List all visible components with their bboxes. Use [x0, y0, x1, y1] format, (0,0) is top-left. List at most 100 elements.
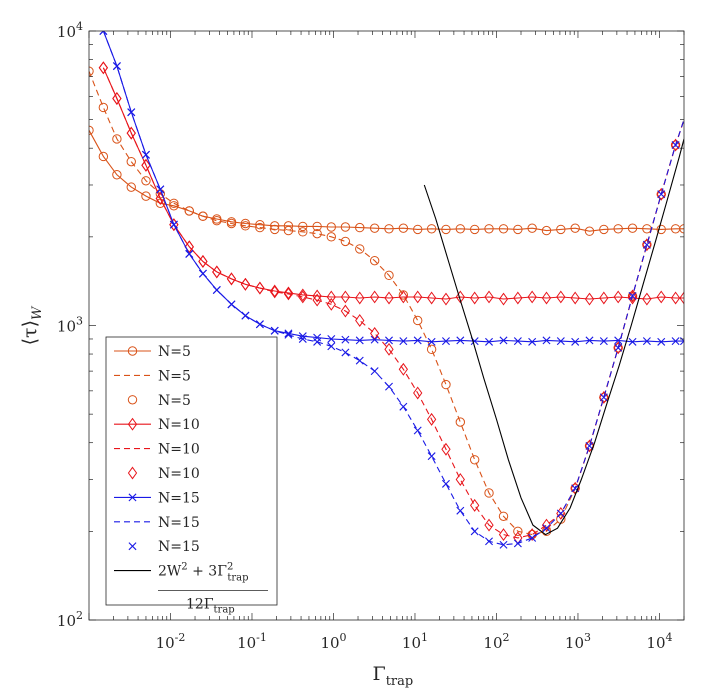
- data-point: [498, 528, 509, 542]
- data-point: [498, 224, 509, 234]
- data-point: [613, 224, 623, 234]
- x-axis-label: Γtrap: [373, 663, 414, 689]
- data-point: [426, 224, 437, 234]
- x-tick-label: 100: [320, 631, 346, 652]
- data-point: [270, 326, 279, 335]
- data-point: [599, 337, 608, 346]
- data-point: [456, 336, 465, 345]
- data-point: [284, 330, 293, 339]
- series-line: [89, 130, 684, 232]
- data-point: [528, 533, 537, 542]
- data-point: [370, 335, 379, 344]
- data-point: [283, 225, 294, 236]
- series-9-n15: [99, 31, 680, 549]
- formula-num-a: 2W: [158, 564, 182, 580]
- series-2-n5: [89, 71, 684, 536]
- data-point: [528, 337, 537, 346]
- x-tick-label: 10-2: [156, 631, 186, 652]
- data-point: [227, 300, 236, 309]
- tick-base: 10: [483, 634, 502, 652]
- data-point: [627, 291, 638, 305]
- data-point: [570, 223, 580, 233]
- legend-label: N=10: [158, 466, 200, 482]
- legend-item: N=15: [128, 539, 200, 555]
- data-point: [384, 342, 394, 356]
- legend-formula-denominator: 12Γtrap: [186, 597, 235, 616]
- data-point: [584, 226, 595, 236]
- data-point: [198, 211, 208, 221]
- legend-swatch-marker: [127, 417, 138, 431]
- data-point: [599, 291, 609, 305]
- data-point: [298, 290, 308, 304]
- data-point: [255, 219, 265, 230]
- tick-exponent: 4: [76, 20, 83, 33]
- data-point: [527, 528, 537, 542]
- data-point: [556, 509, 565, 518]
- data-point: [584, 292, 595, 306]
- data-point: [628, 337, 637, 346]
- data-point: [212, 265, 222, 279]
- tick-base: 10: [57, 23, 76, 41]
- data-point: [484, 290, 494, 304]
- data-point: [355, 314, 365, 327]
- data-point: [413, 224, 423, 235]
- data-point: [141, 150, 150, 159]
- data-point: [355, 336, 364, 345]
- data-point: [355, 356, 364, 365]
- data-point: [470, 498, 480, 512]
- data-point: [441, 337, 450, 346]
- data-point: [255, 281, 265, 295]
- data-point: [355, 244, 365, 254]
- x-tick-label: 103: [565, 631, 591, 652]
- legend-item: N=10: [114, 442, 200, 458]
- data-point: [385, 336, 393, 345]
- y-axis-symbol: ⟨τ⟩: [19, 320, 41, 345]
- data-point: [126, 156, 136, 167]
- data-point: [270, 285, 280, 299]
- data-point: [642, 238, 652, 252]
- data-point: [613, 290, 623, 304]
- legend-label: N=5: [158, 344, 191, 360]
- data-point: [369, 255, 380, 266]
- x-axis-subscript: trap: [386, 674, 414, 689]
- legend-swatch-marker: [128, 542, 137, 551]
- data-point: [485, 337, 494, 346]
- data-point: [570, 291, 580, 305]
- legend-swatch-marker: [127, 346, 138, 356]
- data-point: [441, 379, 451, 390]
- legend-item: N=5: [114, 368, 191, 384]
- data-point: [484, 488, 494, 498]
- data-point: [298, 288, 308, 302]
- data-point: [212, 286, 221, 294]
- data-point: [413, 426, 422, 435]
- data-point: [283, 286, 294, 300]
- series-6-n10: [98, 61, 681, 545]
- data-point: [98, 151, 109, 162]
- series-line: [102, 31, 684, 343]
- legend-item: N=10: [127, 466, 200, 482]
- tick-base: 10: [57, 318, 76, 336]
- data-point: [556, 337, 565, 346]
- data-point: [112, 62, 121, 71]
- data-point: [112, 170, 122, 180]
- data-point: [498, 511, 509, 521]
- data-point: [255, 222, 265, 233]
- data-point: [326, 297, 336, 311]
- data-point: [312, 221, 322, 232]
- data-point: [513, 526, 523, 537]
- data-point: [599, 224, 609, 235]
- data-point: [169, 218, 179, 232]
- data-point: [369, 223, 380, 233]
- data-point: [341, 348, 350, 357]
- data-point: [456, 506, 465, 515]
- legend-label: N=10: [158, 417, 200, 433]
- axes: 10-2 10-1 100 101 102 103 104102103104Γtrap⟨τ⟩…: [19, 20, 685, 689]
- data-point: [627, 289, 638, 303]
- data-point: [427, 337, 436, 346]
- x-tick-label: 10-1: [237, 631, 267, 652]
- data-point: [355, 291, 365, 305]
- legend-label: N=5: [158, 368, 191, 384]
- data-point: [327, 342, 336, 351]
- data-point: [312, 228, 322, 239]
- data-point: [599, 393, 608, 402]
